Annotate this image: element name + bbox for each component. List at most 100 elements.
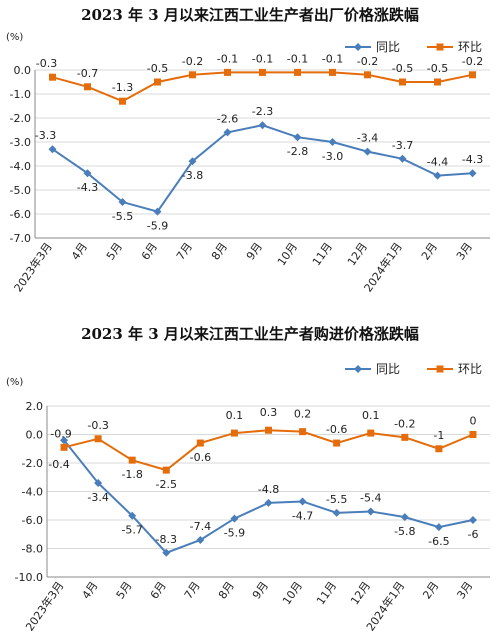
data-label: -2.3 (252, 105, 273, 118)
data-label: -4.4 (427, 156, 448, 169)
legend-marker (436, 43, 444, 51)
data-point (366, 507, 375, 516)
data-label: -0.1 (217, 52, 238, 65)
data-label: -0.3 (36, 57, 57, 70)
y-tick-label: -6.0 (10, 208, 31, 221)
data-label: -3.4 (87, 491, 108, 504)
data-point (433, 171, 442, 180)
data-point (223, 128, 232, 137)
data-point (328, 138, 337, 146)
x-tick-label: 11月 (314, 579, 339, 607)
data-label: -2.6 (217, 112, 238, 125)
data-label: -2.8 (287, 145, 308, 158)
legend-marker (354, 43, 362, 51)
series-line (63, 429, 474, 472)
data-label: -5.9 (147, 220, 168, 233)
data-label: -3.7 (392, 139, 413, 152)
chart-title: 2023 年 3 月以来江西工业生产者购进价格涨跌幅 (81, 325, 419, 343)
data-point (84, 83, 91, 91)
data-point (48, 145, 57, 154)
data-label: -0.9 (50, 427, 71, 440)
data-label: 0.1 (362, 409, 380, 422)
data-label: -0.1 (322, 52, 343, 65)
data-point (364, 71, 371, 79)
data-label: -2.5 (156, 478, 177, 491)
data-point (401, 433, 409, 441)
data-label: -4.7 (292, 509, 313, 522)
data-point (162, 466, 170, 474)
data-point (224, 68, 231, 76)
data-label: 0.2 (294, 408, 312, 421)
y-tick-label: 2.0 (26, 400, 44, 413)
data-point (188, 157, 197, 166)
data-label: -0.5 (427, 62, 448, 75)
data-label: -5.9 (224, 527, 245, 540)
data-point (469, 431, 477, 438)
data-point (128, 456, 136, 464)
data-point (265, 426, 272, 434)
data-point (153, 207, 162, 216)
data-point (258, 121, 267, 130)
data-label: -1 (433, 429, 444, 442)
y-tick-label: -5.0 (10, 184, 31, 197)
x-tick-label: 4月 (69, 240, 90, 262)
data-point (299, 428, 307, 436)
data-point (435, 445, 443, 453)
x-tick-label: 11月 (310, 240, 335, 268)
data-label: -0.5 (147, 62, 168, 75)
data-label: -5.4 (360, 491, 381, 504)
x-tick-label: 4月 (80, 579, 101, 601)
y-tick-label: -2.0 (10, 112, 31, 125)
data-label: -0.4 (48, 458, 69, 471)
data-label: -1.3 (112, 81, 133, 94)
data-label: -8.3 (156, 533, 177, 546)
data-point (196, 535, 205, 544)
data-label: -7.4 (190, 520, 211, 533)
data-point (119, 97, 126, 105)
data-point (94, 435, 102, 443)
data-label: -0.2 (357, 55, 378, 68)
data-label: -0.2 (394, 417, 415, 430)
data-point (230, 514, 239, 523)
y-tick-label: -3.0 (10, 136, 31, 149)
data-point (49, 73, 56, 81)
x-tick-label: 12月 (345, 240, 370, 268)
x-tick-label: 9月 (244, 240, 265, 262)
x-tick-label: 8月 (216, 579, 237, 601)
data-label: -0.1 (252, 52, 273, 65)
data-point (294, 68, 301, 76)
data-point (298, 497, 307, 506)
data-point (469, 71, 476, 79)
x-tick-label: 10月 (280, 579, 305, 607)
y-tick-label: -4.0 (22, 486, 43, 499)
data-label: -0.5 (392, 62, 413, 75)
data-point (332, 508, 341, 517)
data-label: -6 (467, 528, 478, 541)
data-label: -3.4 (357, 132, 378, 145)
data-label: -0.2 (182, 55, 203, 68)
y-unit-label: (%) (6, 32, 23, 43)
data-point (118, 198, 127, 206)
legend-marker (354, 365, 362, 373)
chart-svg: (%) 0.0 -1.0 -2.0 -3.0 -4.0 -5.0 -6.0 -7.02023年3… (6, 32, 490, 294)
data-point (399, 78, 406, 86)
data-point (94, 478, 103, 487)
data-label: 0 (469, 415, 476, 428)
data-point (468, 169, 477, 178)
data-label: -3.3 (35, 129, 56, 142)
legend-marker (436, 365, 444, 373)
data-point (154, 78, 161, 86)
y-tick-label: 0.0 (26, 429, 44, 442)
y-tick-label: -1.0 (10, 88, 31, 101)
x-tick-label: 3月 (454, 579, 475, 601)
x-tick-label: 2023年3月 (22, 579, 66, 634)
data-point (189, 71, 196, 79)
data-label: -4.3 (462, 153, 483, 166)
data-point (259, 68, 266, 76)
x-tick-label: 5月 (114, 579, 135, 601)
data-point (398, 154, 407, 163)
data-label: -5.7 (121, 524, 142, 537)
y-tick-label: -6.0 (22, 514, 43, 527)
data-point (196, 439, 204, 447)
data-label: -6.5 (428, 535, 449, 548)
